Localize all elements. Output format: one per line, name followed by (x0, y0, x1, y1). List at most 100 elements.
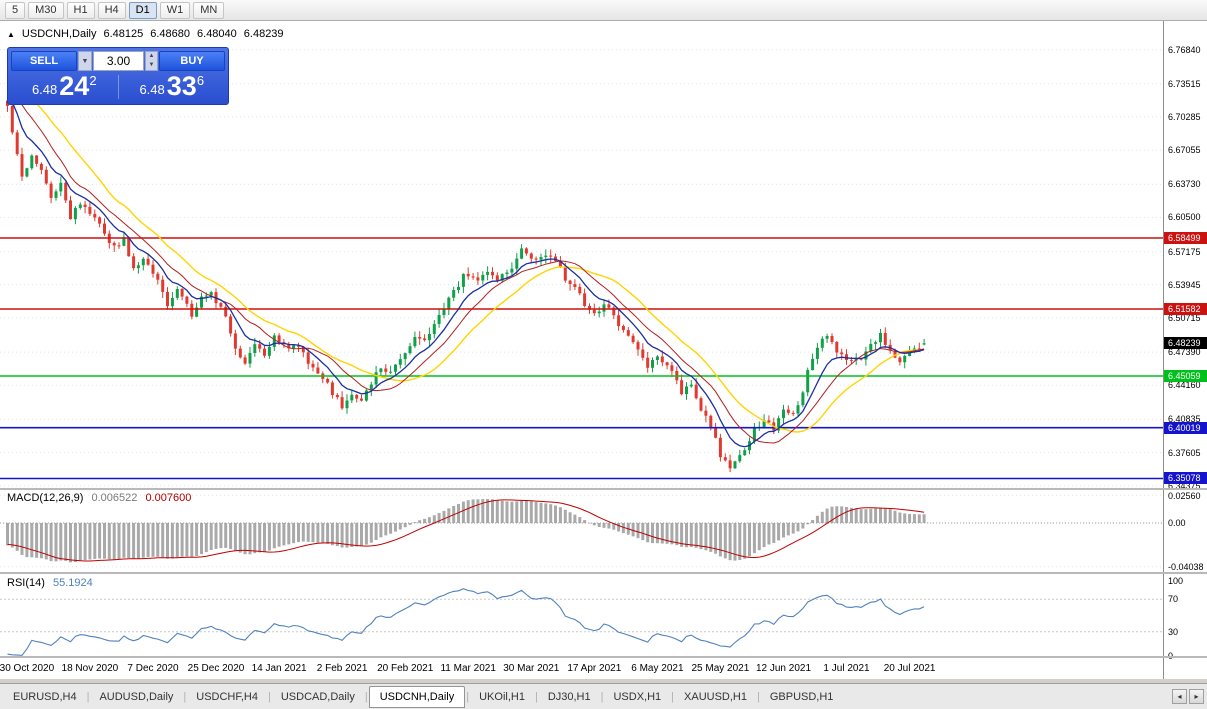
rsi-pane-canvas[interactable] (0, 575, 1163, 656)
tab-separator: | (671, 690, 675, 703)
ask-prefix: 6.48 (139, 82, 165, 97)
macd-axis-label: -0.04038 (1168, 562, 1204, 572)
level-price-badge: 6.51582 (1164, 303, 1207, 315)
price-chart-canvas[interactable] (0, 21, 1163, 488)
one-click-collapse-icon[interactable]: ▲ (7, 29, 15, 39)
buy-button[interactable]: BUY (159, 51, 225, 71)
price-axis-label: 6.50715 (1168, 313, 1201, 323)
tab-separator: | (600, 690, 604, 703)
rsi-indicator-label: RSI(14) 55.1924 (7, 577, 98, 589)
pane-splitter-rsi-dates[interactable] (0, 656, 1207, 658)
date-axis-label: 12 Jun 2021 (755, 663, 812, 674)
rsi-axis-label: 100 (1168, 576, 1184, 586)
tab-gbpusd-h1[interactable]: GBPUSD,H1 (769, 690, 834, 703)
date-axis-label: 30 Mar 2021 (503, 663, 560, 674)
timeframe-button-m30[interactable]: M30 (28, 1, 64, 19)
timeframe-toolbar: 5 M30 H1 H4 D1 W1 MN (0, 0, 1207, 21)
price-axis-label: 6.44160 (1168, 380, 1201, 390)
timeframe-button-d1[interactable]: D1 (128, 1, 157, 19)
price-axis-label: 6.37605 (1168, 448, 1201, 458)
tab-scroll-left-icon[interactable]: ◂ (1172, 689, 1187, 704)
tab-xauusd-h1[interactable]: XAUUSD,H1 (684, 690, 747, 703)
date-axis-label: 25 Dec 2020 (187, 663, 245, 674)
macd-main-value: 0.006522 (91, 492, 138, 504)
quote-row: 6.48 24 2 6.48 33 6 (11, 73, 225, 101)
tab-separator: | (364, 690, 368, 703)
date-axis-label: 17 Apr 2021 (567, 663, 622, 674)
price-axis-label: 6.63730 (1168, 179, 1201, 189)
price-axis-label: 6.70285 (1168, 112, 1201, 122)
chart-window: ▲ USDCNH,Daily 6.48125 6.48680 6.48040 6… (0, 21, 1207, 679)
chart-symbol-period: USDCNH,Daily (21, 28, 97, 40)
timeframe-button-h1[interactable]: H1 (66, 1, 95, 19)
ohlc-open: 6.48125 (103, 28, 144, 40)
tab-separator: | (466, 690, 470, 703)
spin-up-icon[interactable]: ▲ (148, 53, 155, 59)
timeframe-button-mn[interactable]: MN (193, 1, 225, 19)
level-price-badge: 6.45059 (1164, 370, 1207, 382)
timeframe-button-5[interactable]: 5 (5, 1, 26, 19)
tab-usdchf-h4[interactable]: USDCHF,H4 (196, 690, 258, 703)
ask-price: 6.48 33 6 (119, 73, 226, 101)
date-axis-label: 20 Feb 2021 (377, 663, 434, 674)
tab-audusd-daily[interactable]: AUDUSD,Daily (99, 690, 174, 703)
price-axis-label: 6.40835 (1168, 414, 1201, 424)
volume-input[interactable]: 3.00 (93, 51, 144, 71)
pane-splitter-macd-rsi[interactable] (0, 572, 1207, 574)
date-axis-label: 11 Mar 2021 (440, 663, 496, 674)
level-price-badge: 6.58499 (1164, 232, 1207, 244)
tab-usdcad-daily[interactable]: USDCAD,Daily (280, 690, 355, 703)
date-axis-label: 14 Jan 2021 (251, 663, 307, 674)
date-axis-label: 20 Jul 2021 (883, 663, 936, 674)
tab-usdcnh-daily[interactable]: USDCNH,Daily (368, 685, 466, 708)
date-axis-label: 18 Nov 2020 (61, 663, 119, 674)
price-axis-label: 6.76840 (1168, 45, 1201, 55)
chart-tab-bar: ◂ ▸ EURUSD,H4 | AUDUSD,Daily | USDCHF,H4 | USD… (0, 683, 1207, 709)
current-price-badge: 6.48239 (1164, 337, 1207, 349)
macd-indicator-label: MACD(12,26,9) 0.006522 0.007600 (7, 492, 196, 504)
tab-scroll-buttons: ◂ ▸ (1172, 689, 1204, 704)
ask-pipette: 6 (196, 73, 205, 88)
volume-dropdown-button[interactable]: ▼ (78, 51, 92, 71)
timeframe-button-w1[interactable]: W1 (159, 1, 191, 19)
tab-separator: | (86, 690, 90, 703)
ohlc-close: 6.48239 (243, 28, 284, 40)
tab-separator: | (183, 690, 187, 703)
price-axis-label: 6.53945 (1168, 280, 1201, 290)
chart-title: ▲ USDCNH,Daily 6.48125 6.48680 6.48040 6… (7, 28, 284, 40)
price-axis-label: 6.60500 (1168, 212, 1201, 222)
tab-dj30-h1[interactable]: DJ30,H1 (547, 690, 591, 703)
level-price-badge: 6.40019 (1164, 422, 1207, 434)
rsi-value: 55.1924 (52, 577, 93, 589)
bid-big-digits: 24 (59, 71, 90, 101)
volume-stepper: ▲ ▼ (145, 51, 158, 71)
tab-separator: | (534, 690, 538, 703)
level-price-badge: 6.35078 (1164, 472, 1207, 484)
ask-big-digits: 33 (166, 71, 197, 101)
bid-prefix: 6.48 (31, 82, 58, 97)
date-axis-label: 6 May 2021 (631, 663, 684, 674)
date-axis-label: 1 Jul 2021 (823, 663, 870, 674)
date-axis[interactable]: 30 Oct 2020 18 Nov 2020 7 Dec 2020 25 Dec 2… (0, 658, 1163, 679)
rsi-axis-label: 70 (1168, 594, 1179, 604)
pane-splitter-main-macd[interactable] (0, 488, 1207, 490)
price-axis-label: 6.73515 (1168, 79, 1201, 89)
tab-scroll-right-icon[interactable]: ▸ (1189, 689, 1204, 704)
timeframe-button-h4[interactable]: H4 (97, 1, 126, 19)
price-axis-label: 6.57175 (1168, 247, 1201, 257)
price-axis[interactable]: 6.76840 6.73515 6.70285 6.67055 6.63730 6.605… (1163, 21, 1207, 679)
tab-ukoil-h1[interactable]: UKOil,H1 (479, 690, 525, 703)
macd-name: MACD(12,26,9) (7, 492, 84, 504)
date-axis-label: 30 Oct 2020 (0, 663, 55, 674)
macd-axis-label: 0.00 (1168, 518, 1186, 528)
macd-pane-canvas[interactable] (0, 490, 1163, 572)
price-axis-label: 6.47390 (1168, 347, 1201, 357)
date-axis-label: 25 May 2021 (691, 663, 750, 674)
price-axis-label: 6.67055 (1168, 145, 1201, 155)
tab-eurusd-h4[interactable]: EURUSD,H4 (13, 690, 77, 703)
sell-button[interactable]: SELL (11, 51, 77, 71)
bid-price: 6.48 24 2 (11, 73, 118, 101)
tab-usdx-h1[interactable]: USDX,H1 (613, 690, 662, 703)
spin-down-icon[interactable]: ▼ (148, 62, 155, 68)
date-axis-label: 7 Dec 2020 (127, 663, 179, 674)
